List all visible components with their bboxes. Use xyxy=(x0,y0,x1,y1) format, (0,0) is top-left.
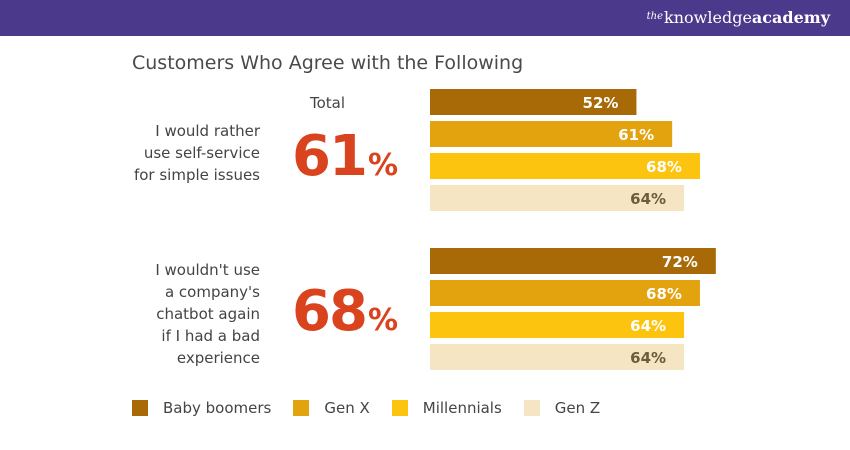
total-value-2-number: 68 xyxy=(292,279,368,344)
total-label: Total xyxy=(310,94,346,112)
statement-1-line: I would rather xyxy=(155,122,260,140)
statement-2-line: experience xyxy=(176,349,260,367)
brand-logo: theknowledgeacademy xyxy=(647,8,830,27)
brand-prefix: the xyxy=(646,11,664,22)
bar-group2-baby-boomers xyxy=(430,248,716,274)
statement-2-line: a company's xyxy=(164,283,260,301)
bar-group2-gen-x xyxy=(430,280,700,306)
total-value-1: 61% xyxy=(292,124,398,189)
legend-swatch xyxy=(293,400,310,416)
legend-item-gen-z: Gen Z xyxy=(523,399,601,417)
statement-1-line: for simple issues xyxy=(133,166,260,184)
bar-value-label: 68% xyxy=(646,158,682,176)
statement-2-line: if I had a bad xyxy=(161,327,260,345)
bar-group2-gen-z xyxy=(430,344,685,370)
statement-1-line: use self-service xyxy=(143,144,260,162)
bar-value-label: 64% xyxy=(630,349,666,367)
statement-2: I wouldn't use a company's chatbot again… xyxy=(155,259,260,369)
statement-1: I would rather use self-service for simp… xyxy=(134,120,260,186)
bar-value-label: 64% xyxy=(630,317,666,335)
total-value-1-suffix: % xyxy=(367,148,398,183)
total-value-1-number: 61 xyxy=(292,124,368,189)
top-banner: theknowledgeacademy xyxy=(0,0,850,36)
bar-group1-millennials xyxy=(430,153,700,179)
legend-label: Gen Z xyxy=(554,399,601,417)
legend-item-baby-boomers: Baby boomers xyxy=(132,399,271,417)
bar-group1-gen-z xyxy=(430,185,685,211)
brand-suffix: academy xyxy=(751,8,830,27)
bar-value-label: 64% xyxy=(630,190,666,208)
bar-value-label: 72% xyxy=(662,253,698,271)
bar-value-label: 68% xyxy=(646,285,682,303)
bar-group2-millennials xyxy=(430,312,685,338)
bar-group1-baby-boomers xyxy=(430,89,637,115)
legend-label: Gen X xyxy=(324,399,370,417)
legend-label: Millennials xyxy=(422,399,502,417)
total-value-2-suffix: % xyxy=(367,303,398,338)
legend-item-gen-x: Gen X xyxy=(293,399,370,417)
total-value-2: 68% xyxy=(292,279,398,344)
legend-label: Baby boomers xyxy=(163,399,272,417)
bar-value-label: 52% xyxy=(583,94,619,112)
brand-name: knowledge xyxy=(664,8,752,27)
legend-swatch xyxy=(132,400,148,416)
statement-2-line: chatbot again xyxy=(156,305,260,323)
legend: Baby boomers Gen X Millennials Gen Z xyxy=(132,399,622,417)
statement-2-line: I wouldn't use xyxy=(155,261,260,279)
legend-swatch xyxy=(391,400,408,416)
legend-item-millennials: Millennials xyxy=(391,399,502,417)
chart-title: Customers Who Agree with the Following xyxy=(132,52,524,74)
legend-swatch xyxy=(523,400,540,416)
bar-value-label: 61% xyxy=(618,126,654,144)
bar-group1-gen-x xyxy=(430,121,673,147)
